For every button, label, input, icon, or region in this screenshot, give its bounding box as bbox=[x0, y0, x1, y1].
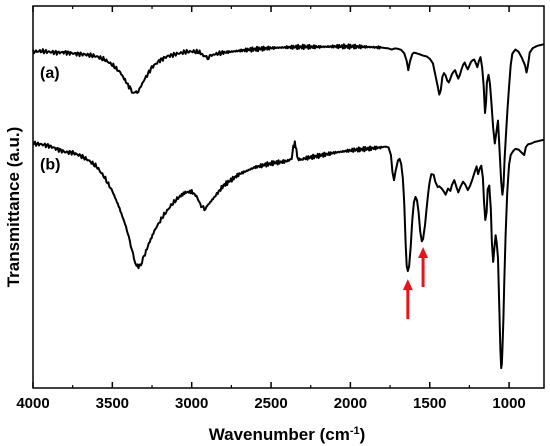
annotation-layer bbox=[402, 247, 429, 320]
peak-arrow bbox=[402, 279, 413, 320]
series-label-a: (a) bbox=[40, 65, 60, 82]
series-line-b bbox=[32, 138, 545, 370]
x-tick-label: 2000 bbox=[334, 395, 367, 412]
plot-area bbox=[32, 5, 545, 389]
x-tick-label: 1000 bbox=[492, 395, 525, 412]
x-tick-label: 2500 bbox=[254, 395, 287, 412]
x-axis-title-text: Wavenumber (cm bbox=[209, 425, 350, 444]
plot-frame bbox=[32, 5, 545, 389]
x-tick-label: 3000 bbox=[175, 395, 208, 412]
x-tick-label: 4000 bbox=[16, 395, 49, 412]
peak-arrow-head bbox=[402, 279, 413, 291]
series-layer bbox=[32, 43, 545, 370]
series-line-a bbox=[32, 43, 545, 196]
x-axis-title: Wavenumber (cm-1) bbox=[209, 425, 366, 444]
peak-arrow bbox=[418, 247, 429, 288]
x-tick-label: 1500 bbox=[413, 395, 446, 412]
x-tick-label: 3500 bbox=[96, 395, 129, 412]
series-label-b: (b) bbox=[40, 157, 60, 174]
peak-arrow-head bbox=[418, 247, 429, 259]
x-axis-title-suffix: ) bbox=[360, 425, 366, 444]
y-axis-title: Transmittance (a.u.) bbox=[4, 127, 23, 288]
x-axis-ticks: 4000 3500 3000 2500 2000 1500 1000 bbox=[16, 6, 526, 412]
x-axis-title-superscript: -1 bbox=[350, 425, 360, 437]
series-label-layer: (a) (b) bbox=[40, 65, 60, 174]
